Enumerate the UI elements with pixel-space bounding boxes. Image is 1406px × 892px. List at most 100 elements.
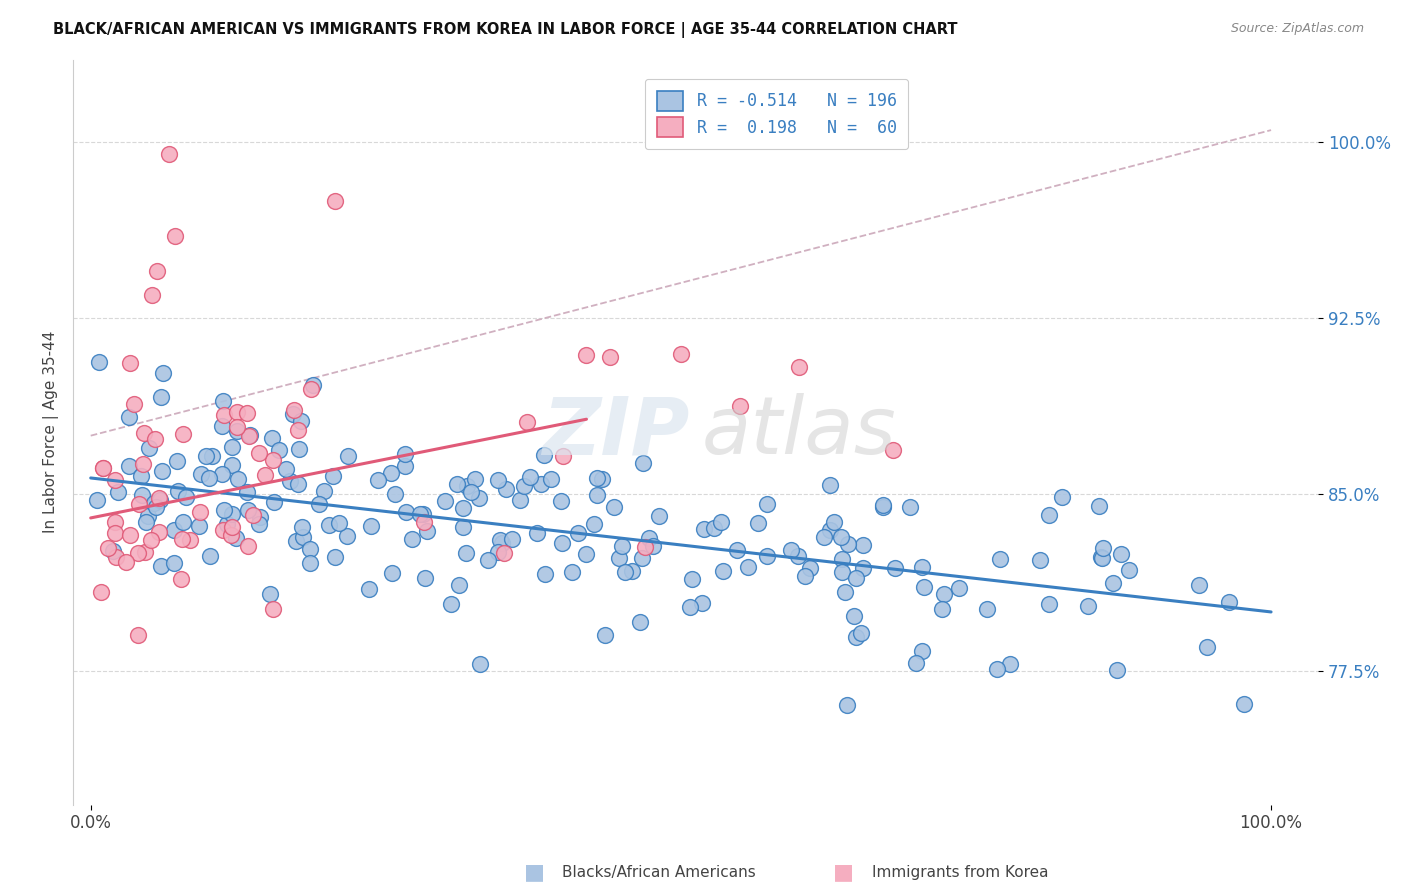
Point (157, 146, 180, 161)
Point (104, 473, 127, 487)
Point (262, 452, 284, 467)
Point (495, 482, 517, 496)
Point (603, 500, 626, 514)
Point (898, 500, 921, 514)
Point (447, 577, 470, 591)
Point (755, 497, 778, 511)
Point (221, 458, 243, 472)
Point (1109, 547, 1132, 561)
Point (127, 546, 149, 560)
Point (703, 521, 725, 535)
Point (988, 551, 1011, 566)
Point (225, 420, 247, 434)
Point (211, 467, 233, 481)
Point (852, 561, 875, 575)
Point (143, 496, 166, 510)
Point (1052, 490, 1074, 504)
Point (87, 355, 110, 369)
Point (188, 505, 211, 519)
Point (105, 550, 128, 565)
Point (409, 507, 432, 521)
Point (239, 428, 262, 442)
Point (1218, 595, 1240, 609)
Point (620, 564, 643, 578)
Point (818, 524, 841, 538)
Point (533, 448, 555, 462)
Point (336, 529, 359, 543)
Point (831, 565, 853, 579)
Point (1102, 575, 1125, 590)
Point (219, 528, 242, 542)
Point (468, 657, 491, 671)
Point (162, 556, 184, 570)
Point (323, 194, 346, 208)
Text: Source: ZipAtlas.com: Source: ZipAtlas.com (1230, 22, 1364, 36)
Point (131, 487, 153, 501)
Point (190, 467, 212, 482)
Text: ■: ■ (524, 863, 544, 882)
Text: Blacks/African Americans: Blacks/African Americans (562, 865, 756, 880)
Point (197, 470, 219, 484)
Point (872, 498, 894, 512)
Point (90, 585, 112, 599)
Point (283, 402, 305, 417)
Point (128, 497, 150, 511)
Point (103, 526, 125, 541)
Point (211, 418, 233, 433)
Point (592, 472, 614, 486)
Point (253, 467, 276, 482)
Point (145, 500, 167, 514)
Text: Immigrants from Korea: Immigrants from Korea (872, 865, 1049, 880)
Point (813, 530, 835, 544)
Point (454, 546, 477, 560)
Point (586, 470, 609, 484)
Point (412, 507, 434, 521)
Point (835, 698, 858, 712)
Point (451, 520, 474, 534)
Point (931, 602, 953, 616)
Point (287, 476, 309, 491)
Point (728, 399, 751, 413)
Point (799, 561, 821, 575)
Point (287, 423, 309, 437)
Point (247, 446, 270, 460)
Point (301, 378, 323, 392)
Point (831, 552, 853, 566)
Point (299, 383, 322, 397)
Point (150, 464, 173, 478)
Point (367, 473, 389, 487)
Point (1195, 640, 1218, 654)
Point (883, 561, 905, 575)
Point (150, 391, 173, 405)
Point (872, 500, 894, 514)
Point (145, 264, 167, 278)
Point (381, 566, 404, 580)
Point (118, 528, 141, 542)
Point (725, 543, 748, 558)
Point (779, 542, 801, 557)
Point (221, 440, 243, 454)
Point (526, 526, 548, 541)
Point (638, 531, 661, 545)
Point (179, 533, 201, 548)
Point (834, 584, 856, 599)
Point (141, 287, 163, 301)
Point (260, 431, 283, 445)
Point (1118, 563, 1140, 577)
Point (138, 441, 160, 455)
Point (212, 503, 235, 517)
Point (152, 366, 174, 380)
Point (86, 492, 108, 507)
Point (194, 449, 217, 463)
Point (648, 509, 671, 524)
Point (291, 530, 314, 544)
Point (669, 347, 692, 361)
Point (567, 525, 589, 540)
Point (747, 516, 769, 530)
Point (551, 450, 574, 464)
Point (235, 485, 257, 500)
Point (845, 631, 868, 645)
Point (107, 485, 129, 500)
Point (129, 469, 152, 483)
Text: ■: ■ (834, 863, 853, 882)
